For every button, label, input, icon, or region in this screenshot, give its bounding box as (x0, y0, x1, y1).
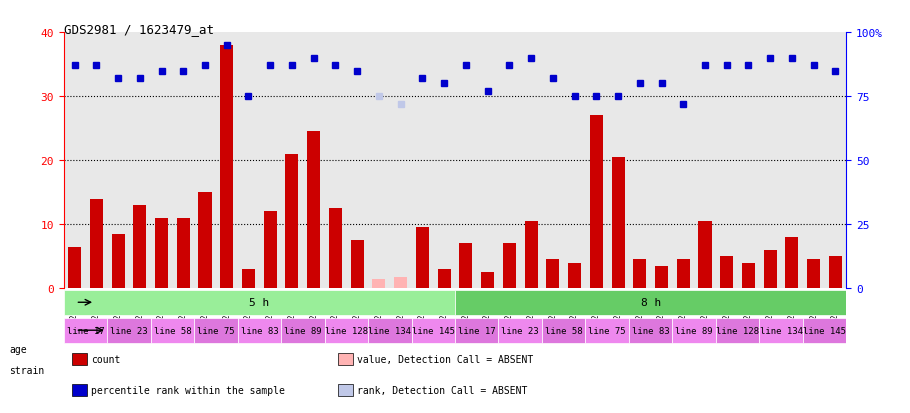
Text: strain: strain (9, 365, 45, 375)
Text: line 17: line 17 (66, 326, 105, 335)
Text: rank, Detection Call = ABSENT: rank, Detection Call = ABSENT (357, 385, 528, 395)
Bar (612, 158, 624, 289)
Bar (329, 209, 342, 289)
Text: line 58: line 58 (154, 326, 191, 335)
Text: count: count (91, 354, 120, 364)
FancyBboxPatch shape (672, 318, 716, 343)
Bar (350, 241, 364, 289)
Text: 8 h: 8 h (641, 297, 661, 308)
Text: 5 h: 5 h (249, 297, 269, 308)
FancyBboxPatch shape (455, 318, 499, 343)
Text: line 145: line 145 (411, 326, 455, 335)
FancyBboxPatch shape (238, 318, 281, 343)
FancyBboxPatch shape (629, 318, 672, 343)
Bar (177, 218, 190, 289)
Bar (133, 206, 147, 289)
FancyBboxPatch shape (411, 318, 455, 343)
FancyBboxPatch shape (151, 318, 194, 343)
Bar (633, 260, 646, 289)
Bar (308, 132, 320, 289)
FancyBboxPatch shape (542, 318, 585, 343)
Bar (242, 269, 255, 289)
Text: line 145: line 145 (803, 326, 846, 335)
FancyBboxPatch shape (107, 318, 151, 343)
Bar (438, 269, 450, 289)
FancyBboxPatch shape (585, 318, 629, 343)
Text: percentile rank within the sample: percentile rank within the sample (91, 385, 285, 395)
Text: line 89: line 89 (284, 326, 321, 335)
Text: line 23: line 23 (110, 326, 147, 335)
Bar (90, 199, 103, 289)
Bar (68, 247, 81, 289)
FancyBboxPatch shape (281, 318, 325, 343)
Text: line 75: line 75 (589, 326, 626, 335)
Bar (763, 250, 777, 289)
Text: line 23: line 23 (501, 326, 539, 335)
Text: value, Detection Call = ABSENT: value, Detection Call = ABSENT (357, 354, 533, 364)
FancyBboxPatch shape (499, 318, 542, 343)
Bar (264, 212, 277, 289)
Bar (742, 263, 755, 289)
Bar (655, 266, 668, 289)
Bar (524, 221, 538, 289)
FancyBboxPatch shape (803, 318, 846, 343)
FancyBboxPatch shape (64, 318, 107, 343)
Bar (481, 273, 494, 289)
Bar (785, 237, 798, 289)
Bar (372, 279, 386, 289)
Bar (546, 260, 560, 289)
FancyBboxPatch shape (455, 290, 846, 315)
Bar (286, 154, 298, 289)
Text: line 83: line 83 (632, 326, 670, 335)
FancyBboxPatch shape (64, 290, 455, 315)
Bar (677, 260, 690, 289)
FancyBboxPatch shape (368, 318, 411, 343)
Bar (155, 218, 168, 289)
Bar (112, 234, 125, 289)
Text: line 17: line 17 (458, 326, 496, 335)
Text: line 128: line 128 (716, 326, 759, 335)
Bar (699, 221, 712, 289)
Text: line 134: line 134 (369, 326, 411, 335)
Text: line 89: line 89 (675, 326, 713, 335)
Bar (416, 228, 429, 289)
Bar (590, 116, 602, 289)
Text: line 75: line 75 (197, 326, 235, 335)
Bar (460, 244, 472, 289)
Bar (72, 354, 87, 366)
Bar (338, 354, 353, 366)
Bar (807, 260, 820, 289)
Text: line 58: line 58 (545, 326, 582, 335)
Bar (220, 46, 233, 289)
Bar (72, 384, 87, 396)
Bar (720, 256, 733, 289)
Bar (829, 256, 842, 289)
FancyBboxPatch shape (716, 318, 759, 343)
Bar (338, 384, 353, 396)
Bar (568, 263, 581, 289)
Text: age: age (9, 344, 26, 354)
Text: line 83: line 83 (240, 326, 278, 335)
Text: line 128: line 128 (325, 326, 368, 335)
Bar (503, 244, 516, 289)
FancyBboxPatch shape (759, 318, 803, 343)
FancyBboxPatch shape (194, 318, 238, 343)
Bar (198, 193, 211, 289)
Text: GDS2981 / 1623479_at: GDS2981 / 1623479_at (64, 23, 214, 36)
Bar (394, 277, 407, 289)
Text: line 134: line 134 (760, 326, 803, 335)
FancyBboxPatch shape (325, 318, 368, 343)
